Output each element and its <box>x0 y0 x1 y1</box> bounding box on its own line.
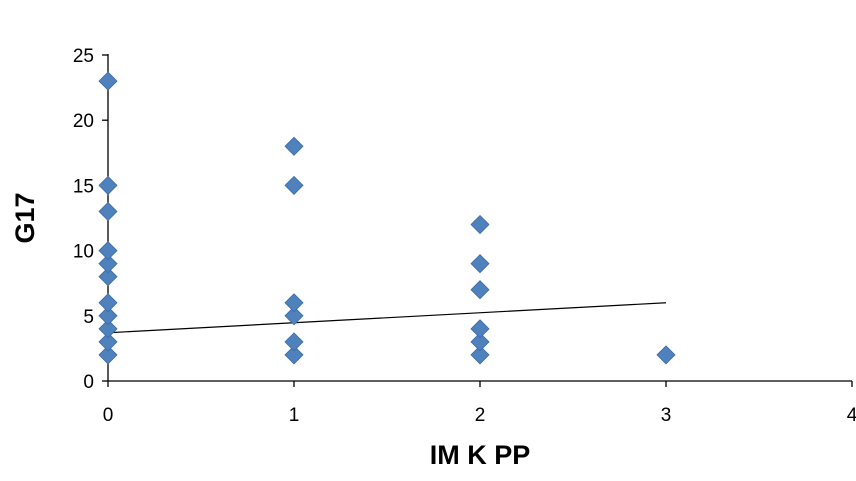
x-tick-label: 1 <box>289 405 300 426</box>
data-point <box>98 332 118 352</box>
data-point <box>98 241 118 261</box>
y-tick-label: 25 <box>73 46 94 67</box>
data-point <box>98 175 118 195</box>
data-point <box>470 254 490 274</box>
data-point <box>284 306 304 326</box>
y-tick-label: 20 <box>73 111 94 132</box>
data-point <box>470 319 490 339</box>
data-point <box>98 306 118 326</box>
x-axis-title: IM K PP <box>430 440 531 470</box>
y-axis-title: G17 <box>10 192 40 243</box>
x-axis-ticks: 0 1 2 3 4 <box>103 381 856 426</box>
data-point <box>284 136 304 156</box>
data-point <box>284 293 304 313</box>
data-point <box>470 280 490 300</box>
y-tick-label: 0 <box>83 372 94 393</box>
x-tick-label: 4 <box>847 405 856 426</box>
data-point <box>98 254 118 274</box>
y-axis-ticks: 0 5 10 15 20 25 <box>73 46 108 393</box>
data-point <box>98 293 118 313</box>
data-point <box>98 345 118 365</box>
data-point <box>656 345 676 365</box>
x-tick-label: 2 <box>475 405 486 426</box>
x-tick-label: 3 <box>661 405 672 426</box>
data-point <box>284 175 304 195</box>
y-tick-label: 15 <box>73 176 94 197</box>
data-point <box>98 319 118 339</box>
data-point <box>284 332 304 352</box>
x-tick-label: 0 <box>103 405 114 426</box>
data-point <box>284 345 304 365</box>
trend-line <box>107 302 667 334</box>
data-point <box>98 71 118 91</box>
data-point <box>98 267 118 287</box>
data-point <box>470 332 490 352</box>
data-point <box>470 214 490 235</box>
data-point <box>98 201 118 222</box>
y-tick-label: 5 <box>83 307 94 328</box>
data-point <box>470 345 490 365</box>
data-points <box>98 71 676 365</box>
y-tick-label: 10 <box>73 242 94 263</box>
